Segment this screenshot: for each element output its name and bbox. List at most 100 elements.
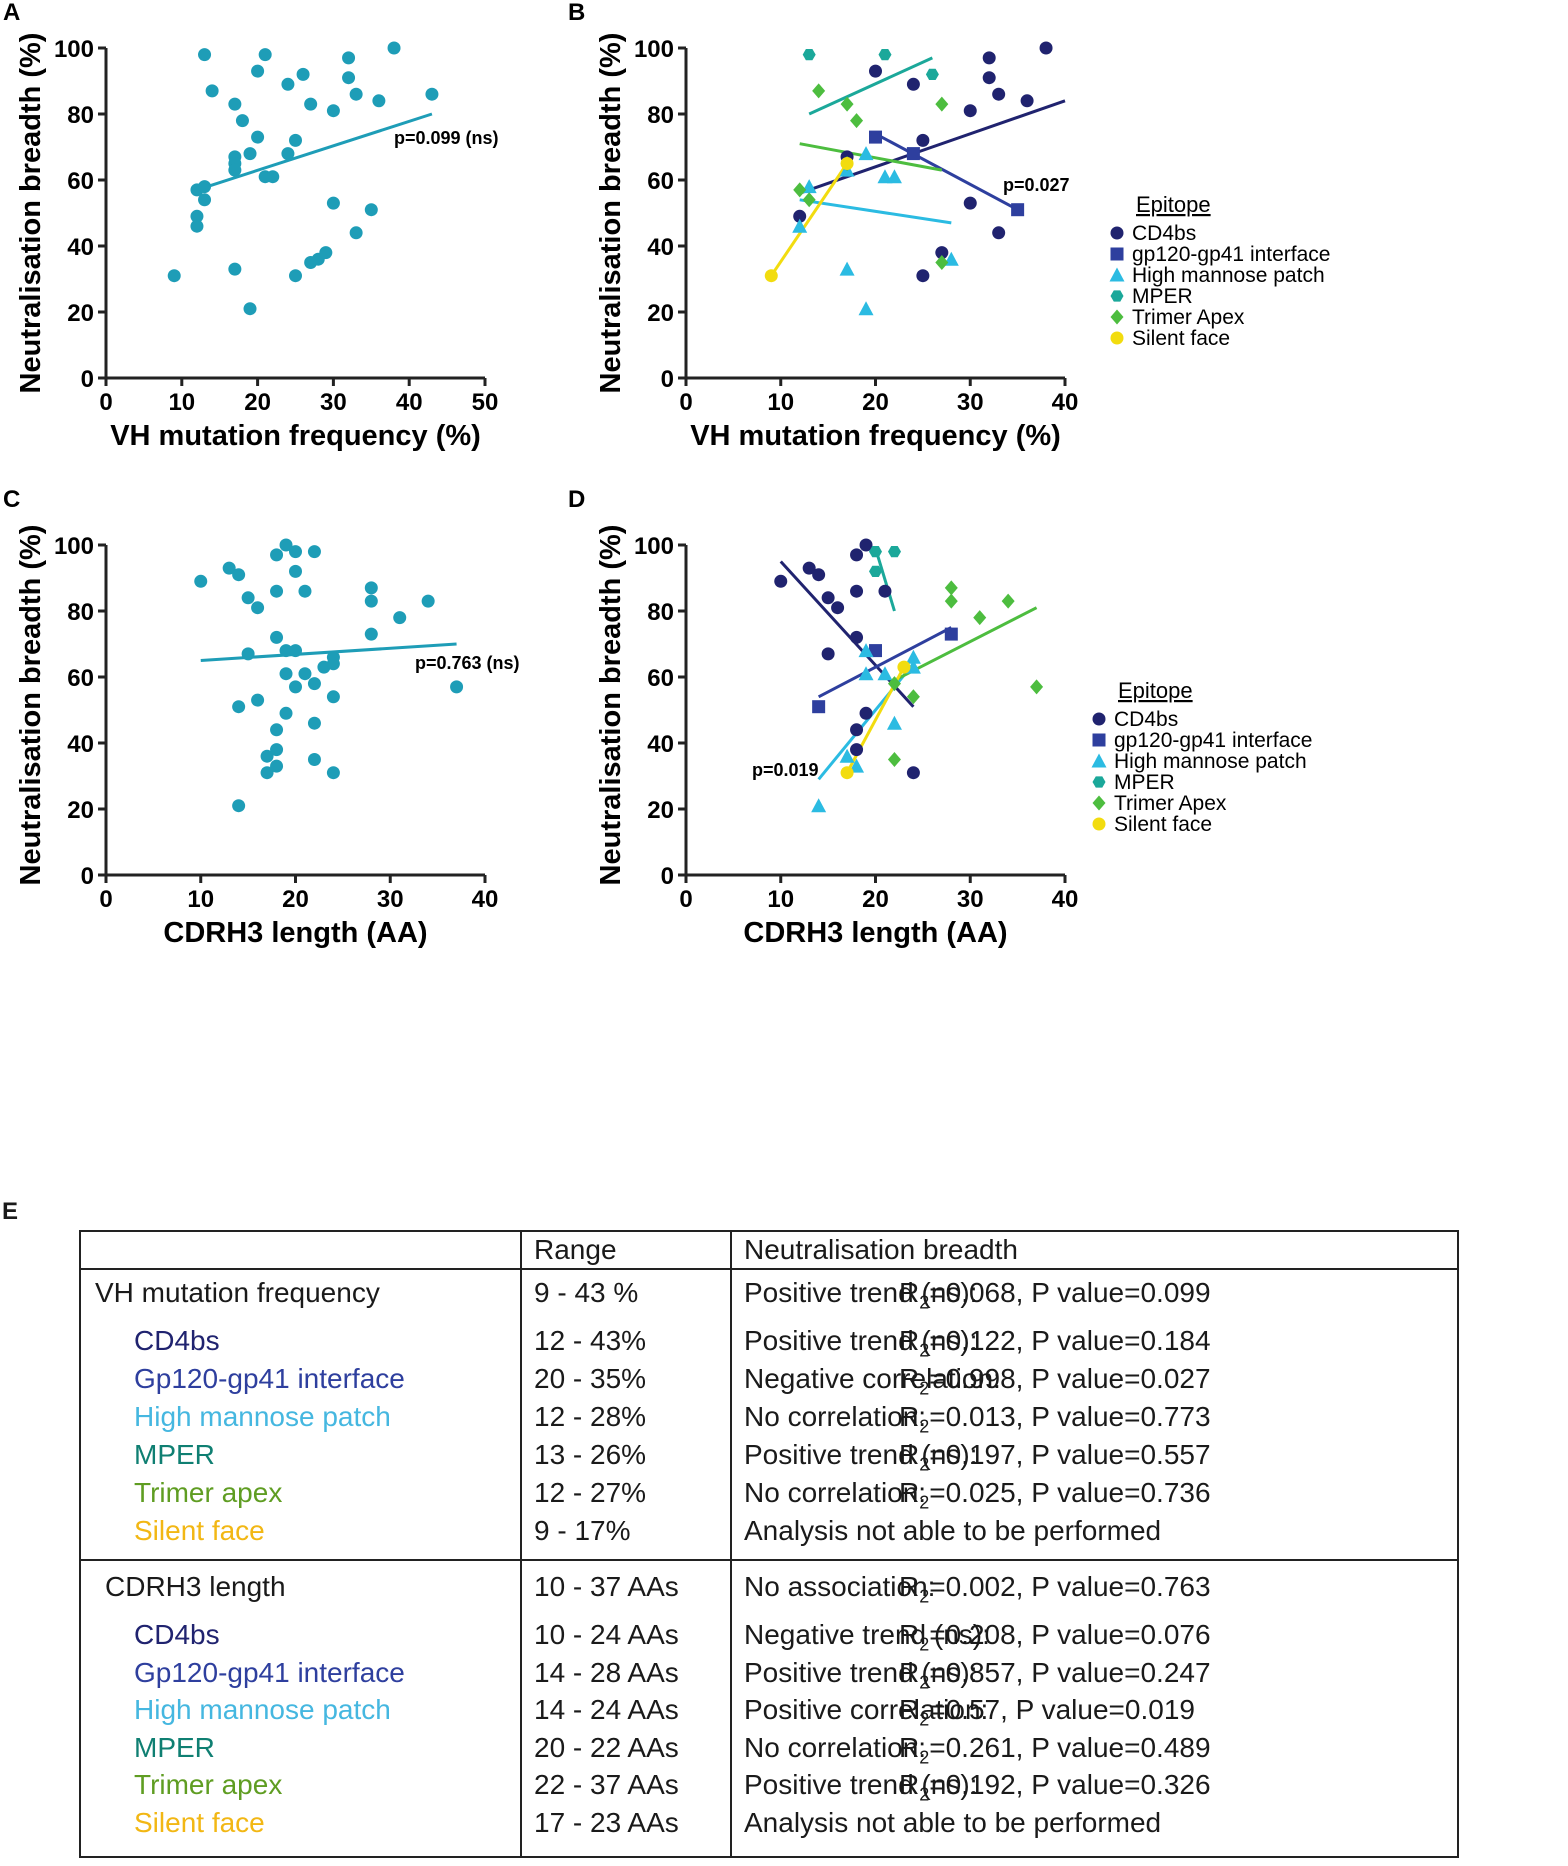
regression-line: [808, 56, 933, 116]
data-point: [190, 219, 204, 233]
data-point: [963, 104, 977, 118]
data-point: [194, 574, 208, 588]
stat-value: R2=0.122, P value=0.184: [899, 1325, 1211, 1361]
data-point: [296, 67, 310, 81]
data-point: [774, 574, 788, 588]
regression-line: [196, 112, 433, 192]
range-value: 12 - 28%: [534, 1401, 647, 1432]
stat-value: R2=0.013, P value=0.773: [899, 1401, 1211, 1437]
y-tick-label: 40: [647, 234, 674, 261]
data-point: [198, 48, 212, 62]
data-point: [307, 545, 321, 559]
data-point: [840, 157, 854, 170]
trend-label: No association:: [744, 1571, 936, 1602]
data-point: [279, 667, 293, 681]
data-point: [944, 593, 958, 609]
legend-marker: [1092, 795, 1106, 811]
legend-marker: [1092, 776, 1106, 788]
data-point: [821, 591, 835, 605]
data-point: [281, 77, 295, 91]
table-header-breadth: Neutralisation breadth: [744, 1234, 1018, 1265]
data-point: [190, 209, 204, 223]
data-point: [888, 546, 901, 558]
y-tick-label: 0: [661, 863, 674, 890]
stat-value: R2=0.068, P value=0.099: [899, 1277, 1211, 1313]
y-tick-label: 80: [647, 599, 674, 626]
trend-label: Analysis not able to be performed: [744, 1515, 1162, 1546]
legend-marker: [1110, 226, 1124, 240]
x-tick-label: 30: [320, 389, 347, 416]
data-point: [243, 302, 257, 316]
data-point: [349, 87, 363, 101]
legend-item: High mannose patch: [1114, 750, 1307, 773]
data-point: [812, 700, 826, 714]
data-point: [973, 610, 987, 626]
y-tick-label: 60: [647, 168, 674, 195]
range-value: 22 - 37 AAs: [534, 1769, 679, 1800]
data-point: [982, 71, 996, 85]
y-tick-label: 20: [647, 300, 674, 327]
data-point: [821, 647, 835, 661]
data-point: [764, 269, 778, 283]
chart-panel-d: D 0 10 20 30 40 0 20 40 60 80 100 CDRH3 length (AA) N…: [568, 486, 1313, 949]
p-value-annotation: p=0.027: [1003, 175, 1070, 195]
data-point: [1039, 41, 1053, 55]
data-point: [387, 41, 401, 55]
data-point: [858, 146, 874, 161]
data-point: [905, 649, 921, 664]
x-axis-title: CDRH3 length (AA): [163, 917, 427, 949]
regression-line: [817, 626, 952, 699]
stat-value: R2=0.197, P value=0.557: [899, 1439, 1211, 1475]
data-point: [364, 627, 378, 641]
data-point: [222, 561, 236, 575]
data-point: [811, 798, 827, 813]
x-tick-label: 20: [244, 389, 271, 416]
data-point: [289, 680, 302, 694]
data-point: [869, 64, 882, 78]
data-point: [944, 580, 958, 596]
data-point: [869, 644, 882, 658]
data-point: [289, 269, 302, 283]
data-point: [792, 218, 808, 233]
data-point: [878, 584, 892, 598]
data-point: [364, 581, 378, 595]
data-point: [198, 193, 212, 207]
data-point: [858, 643, 874, 658]
data-point: [319, 246, 333, 260]
data-point: [850, 743, 864, 757]
chart-panel-c: C 0 10 20 30 40 0 20 40 60 80 100 CDRH3 length (AA) N…: [3, 486, 520, 949]
data-point: [298, 584, 312, 598]
regression-line: [817, 662, 915, 781]
legend-marker: [1110, 290, 1124, 302]
data-point: [289, 545, 302, 559]
panel-label: A: [3, 0, 20, 26]
data-point: [840, 96, 854, 112]
y-axis-title: Neutralisation breadth (%): [15, 525, 47, 886]
table-divider: [81, 1268, 1457, 1270]
summary-table: Range Neutralisation breadth VH mutation…: [79, 1230, 1459, 1858]
x-tick-label: 40: [396, 389, 423, 416]
data-point: [235, 114, 249, 128]
legend-title: Epitope: [1136, 192, 1211, 217]
data-point: [886, 169, 902, 184]
legend-marker: [1109, 267, 1125, 282]
data-point: [279, 538, 293, 552]
data-point: [279, 644, 293, 658]
data-point: [205, 84, 219, 98]
data-point: [878, 49, 892, 61]
y-axis-title: Neutralisation breadth (%): [595, 525, 627, 886]
y-tick-label: 60: [647, 665, 674, 692]
x-tick-label: 0: [679, 886, 692, 913]
epitope-label: High mannose patch: [134, 1401, 391, 1432]
range-value: 14 - 28 AAs: [534, 1656, 679, 1688]
data-point: [850, 584, 864, 598]
data-point: [935, 246, 949, 260]
x-tick-label: 10: [168, 389, 195, 416]
data-point: [251, 693, 265, 707]
range-value: 10 - 24 AAs: [534, 1619, 679, 1650]
data-point: [916, 269, 930, 283]
data-point: [887, 752, 901, 767]
y-tick-label: 100: [54, 533, 94, 560]
range-value: 12 - 43%: [534, 1325, 647, 1356]
